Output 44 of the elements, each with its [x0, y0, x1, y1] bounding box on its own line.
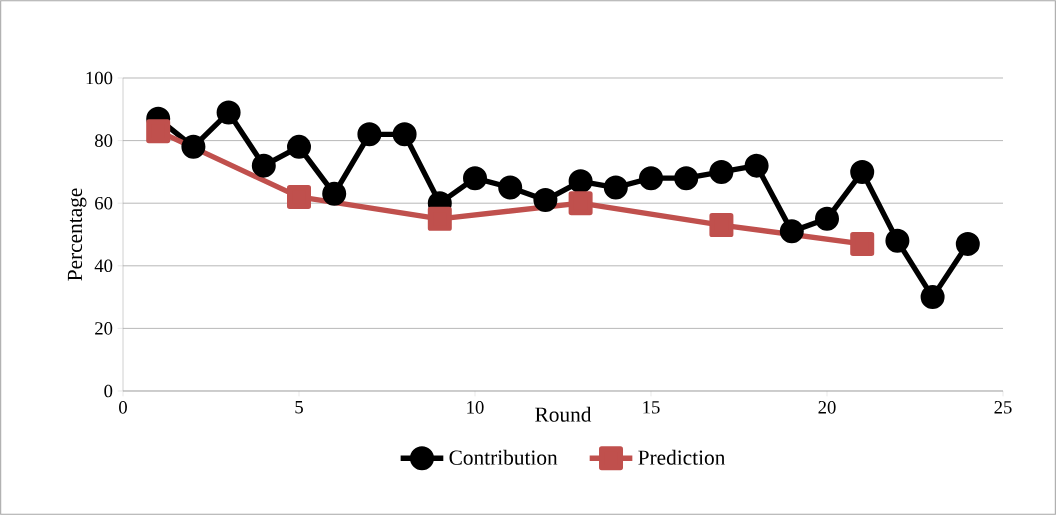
point — [815, 206, 840, 231]
point — [920, 285, 945, 310]
point — [357, 122, 382, 147]
legend-label: Prediction — [638, 449, 726, 465]
y-tick-label: 40 — [94, 259, 113, 273]
point — [322, 181, 347, 206]
point — [181, 134, 206, 159]
point — [568, 169, 593, 194]
point — [146, 119, 171, 144]
point — [533, 188, 558, 213]
x-tick-label: 0 — [119, 401, 127, 414]
x-tick-label: 20 — [818, 401, 836, 414]
point — [744, 153, 769, 178]
point — [639, 166, 664, 191]
y-tick-label: 80 — [95, 134, 113, 147]
point — [498, 175, 523, 200]
point — [955, 231, 980, 256]
point — [709, 213, 734, 238]
point — [568, 191, 593, 216]
point — [287, 134, 312, 159]
point — [850, 159, 875, 184]
y-tick-label: 0 — [104, 384, 113, 398]
y-axis-title: Percentage — [67, 188, 87, 281]
point — [392, 122, 417, 147]
x-axis-title: Round — [535, 406, 592, 422]
point — [709, 159, 734, 184]
x-tick-label: 25 — [994, 401, 1012, 414]
x-tick-label: 15 — [643, 401, 660, 414]
y-tick-label: 60 — [95, 196, 113, 210]
point — [427, 206, 452, 231]
x-tick-label: 10 — [467, 401, 484, 414]
legend-label: Contribution — [449, 449, 558, 465]
point — [885, 228, 910, 253]
x-tick-label: 5 — [295, 401, 303, 414]
point — [674, 166, 699, 191]
point — [779, 219, 804, 244]
y-tick-label: 100 — [86, 71, 113, 85]
point — [216, 100, 241, 125]
point — [603, 175, 628, 200]
y-tick-label: 20 — [95, 322, 113, 335]
point — [850, 231, 875, 256]
point — [463, 166, 488, 191]
point — [251, 153, 276, 178]
point — [287, 184, 312, 209]
